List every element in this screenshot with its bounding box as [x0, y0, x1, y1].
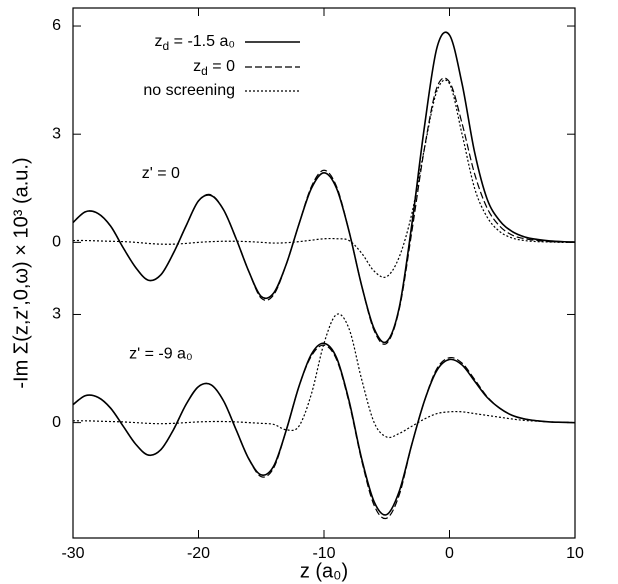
y-tick-label: 0: [52, 414, 61, 431]
series-line: [72, 31, 576, 344]
y-axis-label: -Im Σ(z,z',0,ω) × 10³ (a.u.): [10, 157, 32, 388]
legend-label: no screening: [143, 82, 235, 99]
x-axis-label: z (a₀): [300, 560, 348, 582]
x-tick-label: 0: [445, 545, 454, 562]
series-line: [72, 79, 576, 278]
x-tick-label: -30: [61, 545, 84, 562]
legend-label: zd = -1.5 a₀: [155, 33, 235, 53]
x-tick-label: -10: [312, 545, 335, 562]
series-line: [72, 313, 576, 439]
annotation: z' = 0: [142, 165, 180, 182]
legend-label: zd = 0: [193, 58, 235, 78]
series-line: [72, 342, 576, 516]
series-line: [72, 344, 576, 520]
y-tick-label: 3: [52, 125, 61, 142]
x-tick-label: 10: [566, 545, 584, 562]
y-tick-label: 3: [52, 306, 61, 323]
y-tick-label: 6: [52, 17, 61, 34]
x-tick-label: -20: [187, 545, 210, 562]
annotation: z' = -9 a₀: [129, 345, 193, 362]
y-tick-label: 0: [52, 234, 61, 251]
series-line: [72, 77, 576, 345]
